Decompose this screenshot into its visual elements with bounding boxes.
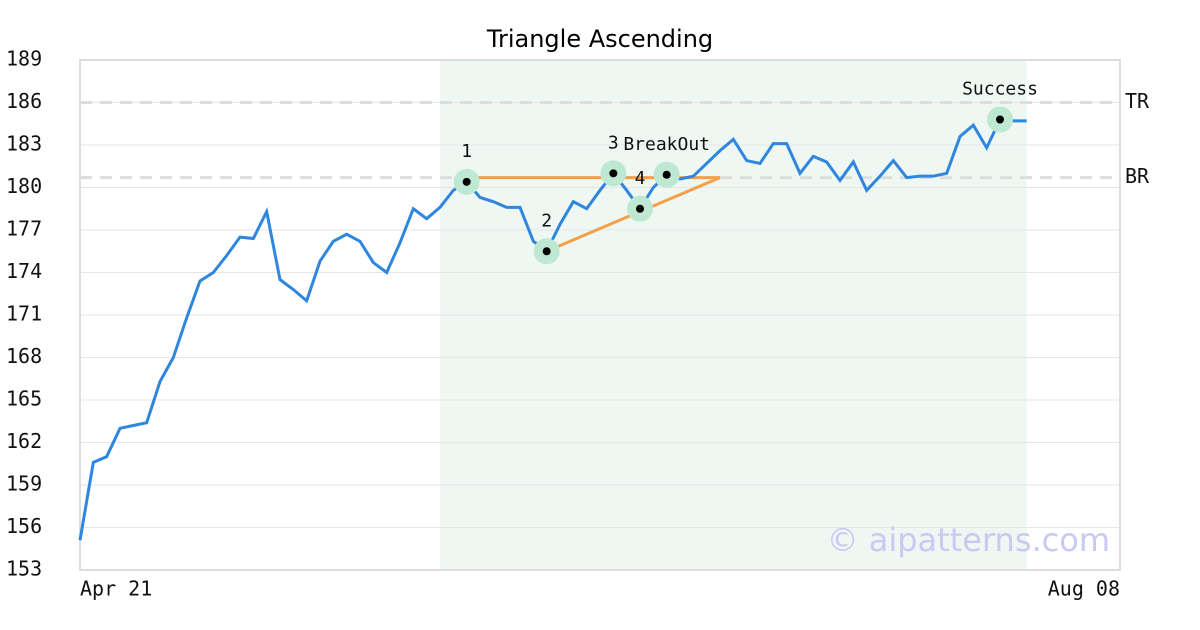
y-tick-label: 177 xyxy=(6,217,42,241)
level-label: BR xyxy=(1125,164,1150,188)
price-line xyxy=(78,117,1027,541)
x-tick-label: Apr 21 xyxy=(80,577,152,601)
marker-label: 4 xyxy=(635,168,646,189)
marker-label: 1 xyxy=(461,141,472,162)
x-tick-label: Aug 08 xyxy=(1048,577,1120,601)
chart-title: Triangle Ascending xyxy=(486,25,713,53)
y-tick-label: 171 xyxy=(6,302,42,326)
marker-label: 3 xyxy=(608,132,619,153)
marker xyxy=(636,204,644,213)
marker xyxy=(609,169,618,178)
marker xyxy=(662,170,671,179)
level-label: TR xyxy=(1125,89,1150,113)
marker-label: Success xyxy=(962,79,1038,100)
y-tick-label: 168 xyxy=(6,344,42,368)
marker xyxy=(996,115,1004,124)
y-tick-label: 156 xyxy=(6,514,42,538)
plot-frame xyxy=(79,59,1121,571)
y-tick-label: 183 xyxy=(6,132,42,156)
y-tick-label: 186 xyxy=(6,89,42,113)
y-tick-label: 180 xyxy=(6,174,42,198)
marker-label: 2 xyxy=(541,210,552,231)
marker xyxy=(542,247,551,256)
y-tick-label: 189 xyxy=(6,47,42,71)
y-tick-label: 153 xyxy=(6,557,42,581)
y-tick-label: 174 xyxy=(6,259,42,283)
y-tick-label: 165 xyxy=(6,387,42,411)
y-tick-label: 159 xyxy=(6,472,42,496)
watermark: © aipatterns.com xyxy=(827,521,1110,559)
y-tick-label: 162 xyxy=(6,429,42,453)
marker xyxy=(462,177,471,186)
marker-label: BreakOut xyxy=(623,134,710,155)
